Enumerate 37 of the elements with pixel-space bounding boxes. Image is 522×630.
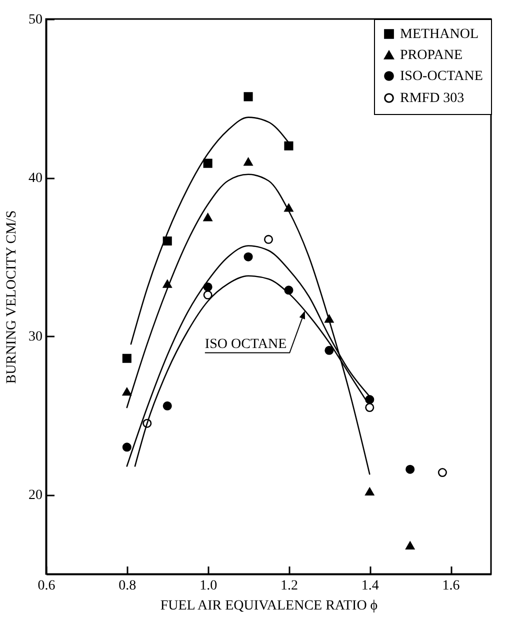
legend-label: ISO-OCTANE <box>400 69 483 84</box>
point <box>324 346 334 355</box>
y-tick-label: 40 <box>28 171 42 186</box>
point <box>162 401 172 410</box>
point <box>244 92 253 102</box>
x-tick-label: 1.2 <box>280 578 298 594</box>
x-tick-label: 1.6 <box>442 578 460 594</box>
point <box>365 488 374 496</box>
point <box>122 442 132 452</box>
point <box>162 280 172 288</box>
x-tick-label: 0.6 <box>38 578 56 594</box>
point <box>264 234 274 244</box>
line-series <box>126 174 370 475</box>
point <box>284 141 294 150</box>
point <box>122 388 132 396</box>
point <box>406 464 415 474</box>
point <box>406 541 415 550</box>
legend-label: METHANOL <box>400 27 479 42</box>
annotation: ISO OCTANE <box>204 336 287 352</box>
point <box>203 213 212 222</box>
legend-label: PROPANE <box>400 48 463 63</box>
point <box>122 354 132 363</box>
y-tick-label: 50 <box>28 12 42 28</box>
point <box>203 158 212 168</box>
y-tick-label: 20 <box>28 488 42 504</box>
point <box>203 290 212 300</box>
y-axis-title: BURNING VELOCITY CM/S <box>4 210 20 384</box>
point <box>438 468 447 478</box>
x-tick-label: 0.8 <box>118 578 136 594</box>
y-tick-label: 30 <box>28 330 42 345</box>
point <box>244 158 253 166</box>
x-axis-title: FUEL AIR EQUIVALENCE RATIO ϕ <box>160 598 378 614</box>
legend-label: RMFD 303 <box>400 91 464 106</box>
x-tick-label: 1.4 <box>361 578 379 594</box>
x-tick-label: 1.0 <box>200 578 218 594</box>
point <box>244 252 253 262</box>
point <box>365 402 374 412</box>
